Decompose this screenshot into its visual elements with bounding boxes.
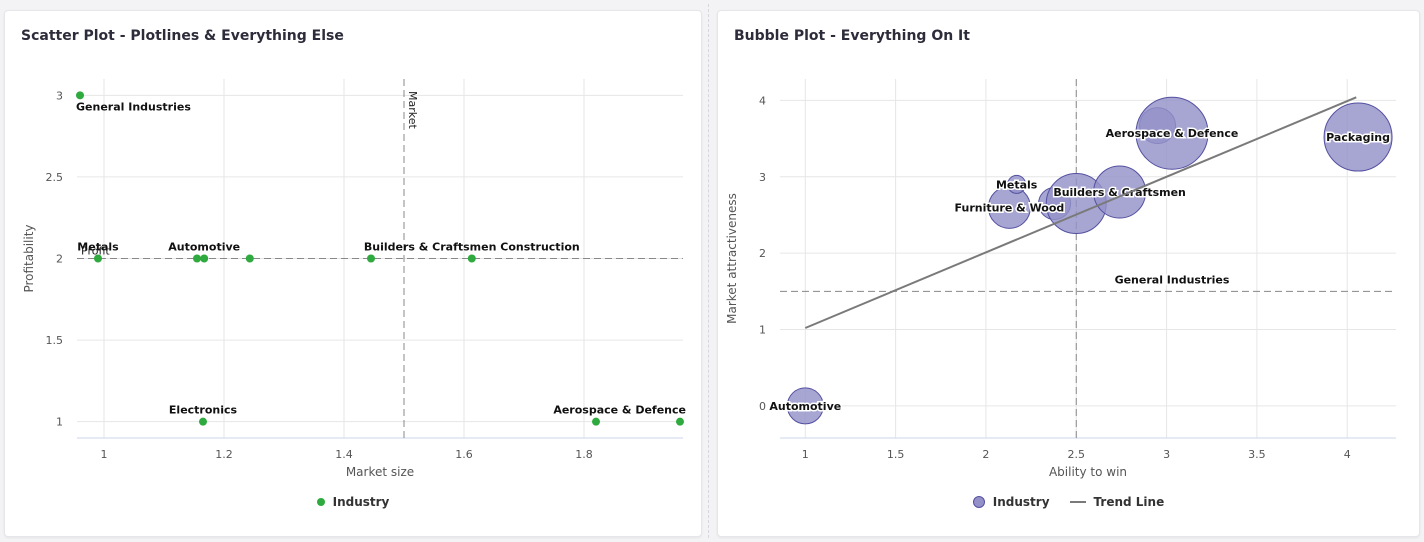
- x-tick-label: 1: [802, 448, 809, 461]
- y-tick-label: 2.5: [46, 171, 64, 184]
- x-plotline-label: Market: [406, 91, 419, 129]
- x-tick-label: 2.5: [1068, 448, 1086, 461]
- x-tick-label: 2: [982, 448, 989, 461]
- x-tick-label: 1.4: [335, 448, 353, 461]
- data-label: General Industries: [1115, 273, 1230, 286]
- legend-item[interactable]: Industry: [972, 495, 1050, 509]
- data-label: Metals: [996, 178, 1038, 191]
- y-tick-label: 1.5: [46, 334, 64, 347]
- legend-swatch-icon: [1069, 501, 1086, 503]
- x-tick-label: 4: [1344, 448, 1351, 461]
- legend-swatch-icon: [316, 498, 325, 506]
- legend-label: Trend Line: [1093, 495, 1165, 509]
- y-tick-label: 0: [759, 400, 766, 413]
- y-axis-title: Profitability: [22, 224, 36, 292]
- scatter-chart: 1 1.2 1.4 1.6 1.8 1 1.5 2 2.5 3 Market size Profita…: [22, 79, 686, 479]
- y-tick-label: 1: [759, 324, 766, 337]
- bubble-point: [1323, 102, 1393, 172]
- legend-swatch-icon: [972, 496, 985, 508]
- y-tick-label: 4: [759, 94, 766, 107]
- data-label: General Industries: [76, 100, 191, 113]
- x-tick-label: 3.5: [1248, 448, 1266, 461]
- scatter-point: [193, 254, 201, 263]
- x-tick-label: 1.8: [575, 448, 593, 461]
- y-tick-label: 2: [759, 247, 766, 260]
- scatter-point: [367, 254, 375, 263]
- data-label: Automotive: [168, 241, 240, 254]
- x-axis-title: Ability to win: [1049, 465, 1127, 479]
- chart-legend: Industry Trend Line: [718, 495, 1419, 509]
- x-tick-label: 1: [101, 448, 108, 461]
- x-tick-label: 1.2: [215, 448, 233, 461]
- data-label: Packaging: [1326, 131, 1390, 144]
- chart-title: Scatter Plot - Plotlines & Everything El…: [21, 28, 344, 44]
- legend-item[interactable]: Trend Line: [1069, 495, 1165, 509]
- data-label: Aerospace & Defence: [1106, 127, 1239, 140]
- panel-divider: [708, 4, 709, 538]
- bubble-point: [1093, 165, 1147, 219]
- scatter-point: [199, 417, 207, 426]
- y-axis-title: Market attractiveness: [725, 193, 739, 324]
- x-axis-title: Market size: [346, 465, 414, 479]
- bubble-point: [1135, 96, 1209, 170]
- bubble-chart-panel: Bubble Plot - Everything On It 1 1.5 2 2.5 3…: [717, 10, 1420, 537]
- bubble-point: [786, 387, 824, 425]
- bubble-chart: 1 1.5 2 2.5 3 3.5 4 0 1 2 3 4 Ability to win Market a…: [725, 79, 1396, 479]
- chart-title: Bubble Plot - Everything On It: [734, 28, 970, 44]
- chart-legend: Industry: [5, 495, 701, 509]
- data-label: Builders & Craftsmen: [1053, 186, 1186, 199]
- y-plotline-label: Profit: [81, 245, 110, 258]
- scatter-point: [94, 254, 102, 263]
- scatter-point: [200, 254, 209, 263]
- trend-line: [804, 96, 1357, 329]
- data-label: Furniture & Wood: [955, 201, 1065, 214]
- x-tick-label: 3: [1163, 448, 1170, 461]
- x-tick-label: 1.6: [455, 448, 473, 461]
- data-label: Automotive: [769, 400, 841, 413]
- legend-label: Industry: [332, 495, 390, 509]
- data-label: Electronics: [169, 404, 238, 417]
- scatter-point: [676, 417, 684, 426]
- x-tick-label: 1.5: [887, 448, 905, 461]
- data-label: Metals: [77, 241, 119, 254]
- data-label: Builders & Craftsmen Construction: [364, 241, 580, 254]
- y-tick-label: 1: [56, 416, 63, 429]
- scatter-point: [76, 91, 84, 100]
- legend-item[interactable]: Industry: [316, 495, 390, 509]
- y-tick-label: 3: [56, 89, 63, 102]
- y-tick-label: 3: [759, 171, 766, 184]
- scatter-point: [245, 254, 254, 263]
- data-label: Aerospace & Defence: [553, 404, 686, 417]
- legend-label: Industry: [992, 495, 1050, 509]
- y-tick-label: 2: [56, 253, 63, 266]
- scatter-chart-panel: Scatter Plot - Plotlines & Everything El…: [4, 10, 702, 537]
- scatter-point: [592, 417, 600, 426]
- scatter-point: [467, 254, 476, 263]
- bubble-point: [1007, 174, 1027, 194]
